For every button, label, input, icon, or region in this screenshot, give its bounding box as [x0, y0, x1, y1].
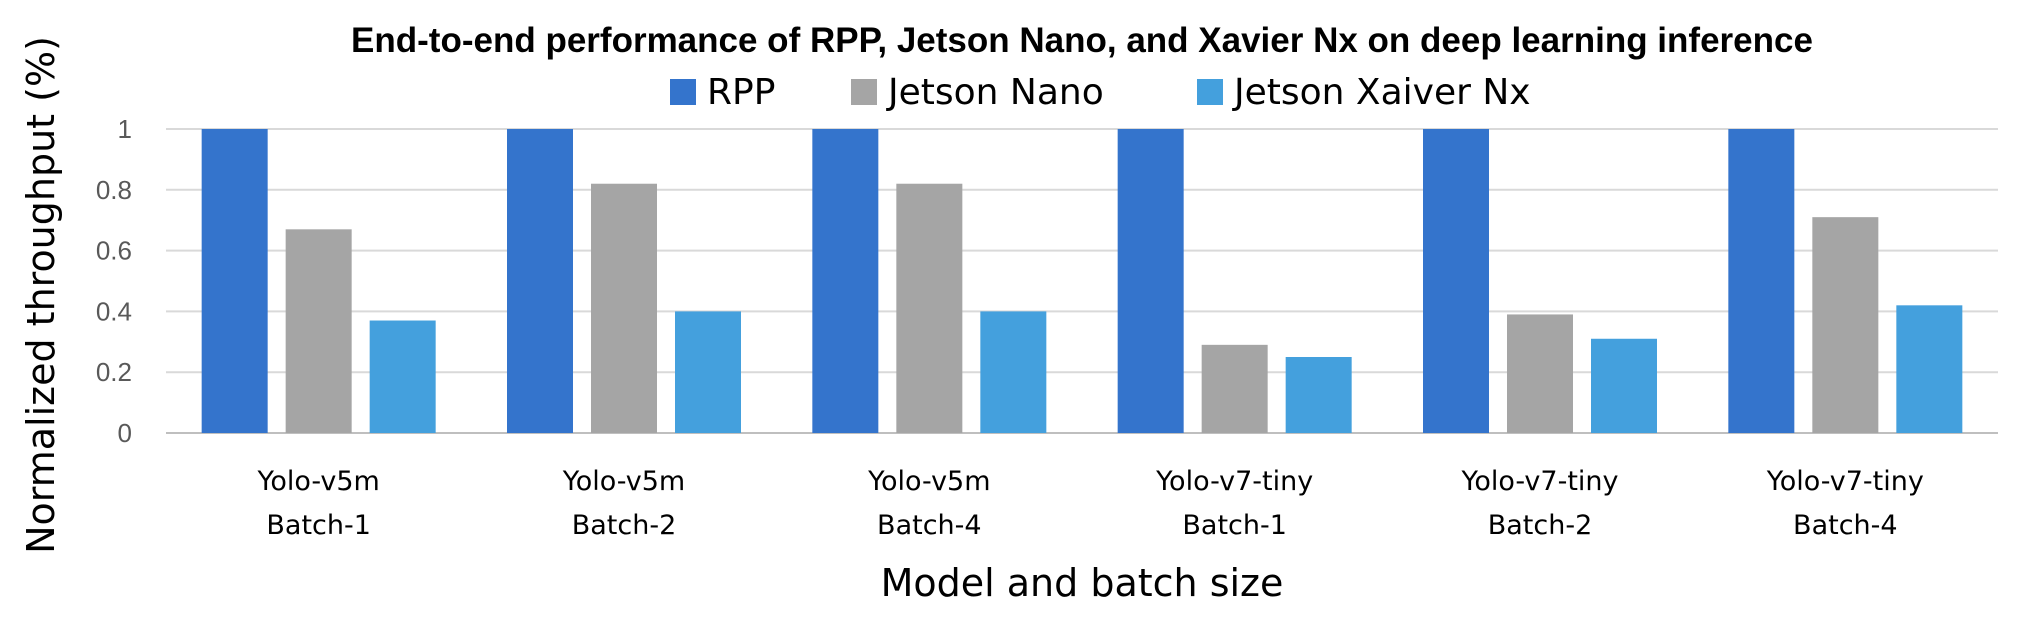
bar-jetson-nano [1507, 314, 1573, 433]
x-tick-label: Yolo-v7-tiny [1460, 466, 1618, 497]
y-tick-label: 0.6 [96, 236, 132, 266]
x-axis-title: Model and batch size [881, 561, 1284, 605]
bar-jetson-nano [1812, 217, 1879, 433]
x-tick-label: Batch-2 [572, 510, 677, 541]
bar-jetson-xaiver-nx [1285, 357, 1352, 433]
legend-swatch [1197, 79, 1223, 105]
bar-rpp [1117, 129, 1184, 433]
x-tick-label: Yolo-v5m [256, 466, 379, 497]
legend-label: Jetson Xaiver Nx [1232, 72, 1531, 113]
bar-rpp [201, 129, 268, 433]
x-tick-label: Yolo-v7-tiny [1155, 466, 1313, 497]
y-tick-label: 0.2 [96, 357, 132, 387]
y-tick-label: 1 [118, 114, 132, 144]
gridlines [166, 128, 1998, 434]
bar-jetson-xaiver-nx [369, 320, 436, 433]
bar-jetson-xaiver-nx [980, 311, 1047, 433]
bar-jetson-nano [1201, 344, 1268, 433]
x-tick-label: Batch-1 [1182, 510, 1287, 541]
y-tick-label: 0.8 [96, 175, 132, 205]
y-axis-title: Normalized throughput (%) [19, 36, 63, 554]
legend-label: Jetson Nano [886, 72, 1104, 113]
x-axis-categories: Yolo-v5m Batch-1 Yolo-v5m Batch-2 Yolo-v5m Ba… [256, 466, 1923, 541]
legend: RPP Jetson Nano Jetson Xaiver Nx [670, 72, 1531, 113]
bar-rpp [812, 129, 879, 433]
x-tick-label: Yolo-v5m [867, 466, 990, 497]
bars [201, 129, 1963, 433]
y-tick-label: 0.4 [96, 296, 132, 326]
x-tick-label: Batch-2 [1488, 510, 1593, 541]
legend-label: RPP [707, 72, 775, 113]
bar-jetson-nano [896, 183, 963, 433]
bar-rpp [1423, 129, 1489, 433]
legend-swatch [670, 79, 696, 105]
legend-swatch [851, 79, 877, 105]
chart-title: End-to-end performance of RPP, Jetson Na… [351, 21, 1813, 60]
y-axis-ticks: 0 0.2 0.4 0.6 0.8 1 [96, 114, 132, 448]
bar-jetson-xaiver-nx [1896, 305, 1963, 433]
bar-jetson-xaiver-nx [1591, 338, 1657, 433]
x-tick-label: Batch-1 [266, 510, 371, 541]
x-tick-label: Batch-4 [1793, 510, 1898, 541]
x-tick-label: Yolo-v7-tiny [1766, 466, 1924, 497]
y-tick-label: 0 [118, 418, 132, 448]
bar-jetson-xaiver-nx [675, 311, 741, 433]
x-tick-label: Batch-4 [877, 510, 982, 541]
bar-rpp [1728, 129, 1795, 433]
bar-jetson-nano [591, 183, 657, 433]
bar-jetson-nano [285, 229, 352, 433]
bar-rpp [507, 129, 573, 433]
x-tick-label: Yolo-v5m [562, 466, 685, 497]
